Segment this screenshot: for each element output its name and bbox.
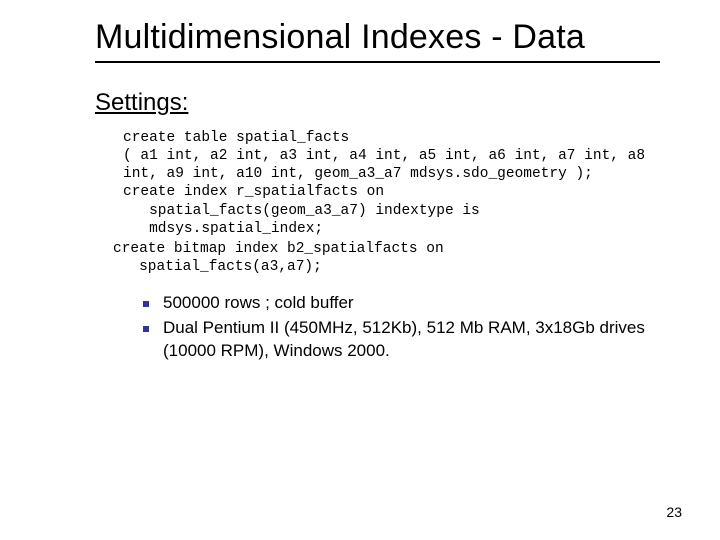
list-item: 500000 rows ; cold buffer <box>143 292 660 315</box>
settings-heading: Settings: <box>95 89 660 117</box>
list-item: Dual Pentium II (450MHz, 512Kb), 512 Mb … <box>143 317 660 363</box>
bullet-list: 500000 rows ; cold buffer Dual Pentium I… <box>143 292 660 363</box>
bullet-text: Dual Pentium II (450MHz, 512Kb), 512 Mb … <box>163 317 660 363</box>
code-block-2: create bitmap index b2_spatialfacts on s… <box>113 240 660 276</box>
slide: Multidimensional Indexes - Data Settings… <box>0 0 720 540</box>
slide-title: Multidimensional Indexes - Data <box>95 18 660 63</box>
bullet-square-icon <box>143 326 149 332</box>
code-block-1: create table spatial_facts ( a1 int, a2 … <box>123 129 660 238</box>
page-number: 23 <box>666 504 682 520</box>
bullet-text: 500000 rows ; cold buffer <box>163 292 354 315</box>
bullet-square-icon <box>143 301 149 307</box>
